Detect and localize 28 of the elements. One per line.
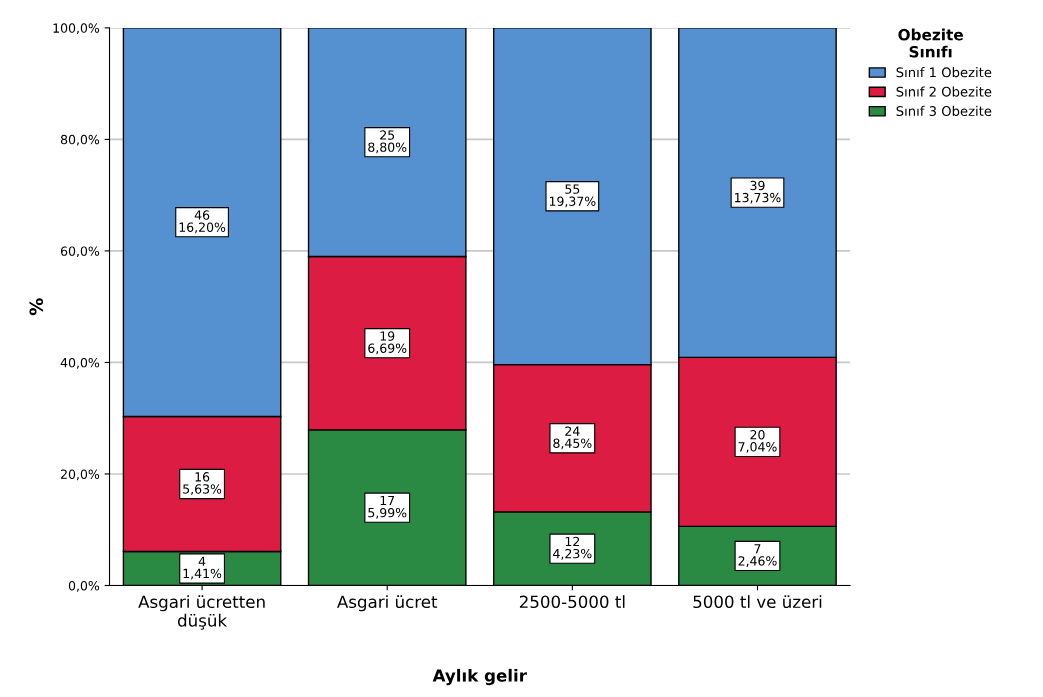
legend-label: Sınıf 3 Obezite xyxy=(896,105,992,117)
y-tick-label: 40,0% xyxy=(60,357,100,369)
annotation: 46 16,20% xyxy=(179,210,226,234)
legend-title: Obezite Sınıfı xyxy=(898,28,963,58)
annotation: 39 13,73% xyxy=(735,180,781,204)
y-axis-title: % xyxy=(29,298,44,316)
annotation: 55 19,37% xyxy=(549,184,596,208)
y-tick-label: 80,0% xyxy=(60,134,100,146)
y-tick-label: 0,0% xyxy=(68,580,100,592)
x-tick-label: 5000 tl ve üzeri xyxy=(693,595,822,609)
annotation: 12 4,23% xyxy=(553,536,592,560)
y-tick-label: 20,0% xyxy=(61,469,100,481)
annotation: 25 8,80% xyxy=(368,130,407,154)
y-tick-label: 60,0% xyxy=(60,246,100,258)
legend-label: Sınıf 1 Obezite xyxy=(896,67,992,78)
legend-label: Sınıf 2 Obezite xyxy=(896,86,992,97)
annotation: 20 7,04% xyxy=(738,430,777,453)
annotation: 4 1,41% xyxy=(183,556,222,580)
annotation: 24 8,45% xyxy=(553,426,592,450)
y-tick-label: 100,0% xyxy=(53,23,100,35)
annotation: 16 5,63% xyxy=(183,472,222,495)
x-tick-label: Asgari ücretten düşük xyxy=(138,595,265,630)
x-axis-title: Aylık gelir xyxy=(432,668,527,686)
annotation: 7 2,46% xyxy=(738,544,777,567)
x-tick-label: Asgari ücret xyxy=(337,595,438,612)
annotation: 17 5,99% xyxy=(368,495,407,519)
x-tick-label: 2500-5000 tl xyxy=(519,595,625,609)
annotation: 19 6,69% xyxy=(368,331,407,355)
